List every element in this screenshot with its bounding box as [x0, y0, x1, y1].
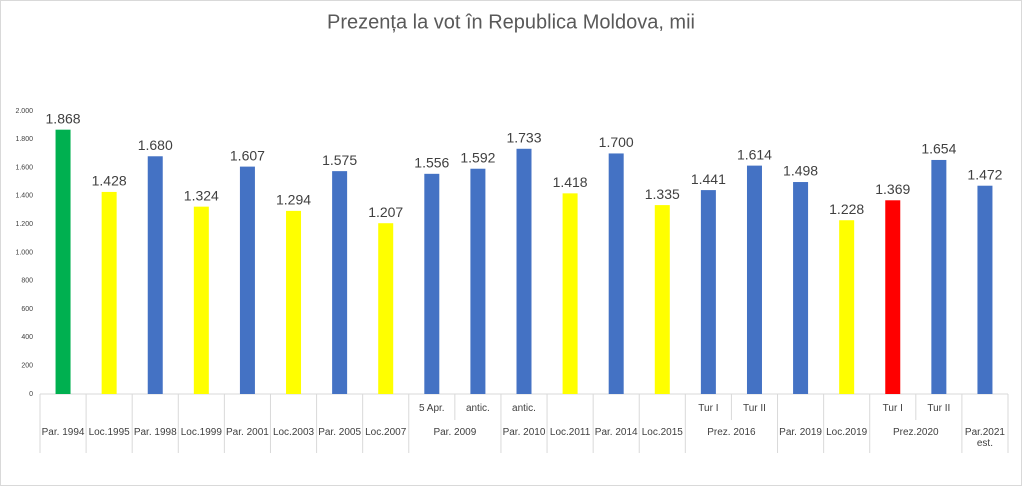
bar: [239, 166, 255, 394]
bar: [101, 191, 117, 394]
x-sublabel: Tur II: [927, 403, 951, 414]
x-group-label: Prez.2020: [893, 427, 939, 438]
value-label: 1.228: [829, 201, 864, 217]
value-label: 1.207: [368, 204, 403, 220]
bar: [839, 220, 855, 394]
bar: [931, 159, 947, 394]
value-label: 1.324: [184, 187, 219, 203]
chart-title: Prezența la vot în Republica Moldova, mi…: [327, 11, 695, 33]
x-group-label: Par. 2014: [594, 427, 638, 438]
value-label: 1.733: [506, 129, 541, 145]
bar: [286, 210, 302, 394]
x-group-label: Loc.2015: [641, 427, 683, 438]
bar: [700, 190, 716, 394]
value-label: 1.418: [553, 174, 588, 190]
x-sublabel: antic.: [512, 403, 536, 414]
x-group-label: Loc.2003: [272, 427, 315, 438]
bar: [424, 173, 440, 394]
y-tick-label: 800: [21, 278, 33, 285]
y-tick-label: 1.400: [15, 193, 33, 200]
value-label: 1.428: [92, 173, 127, 189]
x-group-label: Par. 1998: [133, 427, 177, 438]
y-tick-label: 2.000: [15, 108, 33, 115]
bar: [516, 148, 532, 394]
bar: [793, 182, 809, 394]
x-group-label: Par.2021 est.: [964, 427, 1005, 449]
x-group-label: Par. 2009: [433, 427, 477, 438]
y-tick-label: 1.800: [15, 136, 33, 143]
value-label: 1.498: [783, 163, 818, 179]
bar: [332, 171, 348, 394]
x-group-label: Loc.1999: [180, 427, 222, 438]
bar: [55, 129, 71, 395]
x-sublabel: antic.: [465, 403, 490, 414]
value-label: 1.575: [322, 152, 357, 168]
x-group-label: Par. 2019: [779, 427, 822, 438]
x-group-label: Par. 1994: [41, 427, 85, 438]
x-group-label: Loc.2019: [826, 427, 868, 438]
value-label: 1.592: [460, 149, 495, 165]
bar: [470, 168, 486, 394]
bar: [746, 165, 762, 394]
y-tick-label: 0: [29, 391, 33, 398]
bar: [147, 156, 163, 394]
value-label: 1.369: [875, 181, 910, 197]
bar: [562, 193, 578, 394]
y-tick-label: 1.600: [15, 164, 33, 171]
x-sublabel: Tur I: [698, 403, 719, 414]
value-label: 1.614: [737, 146, 772, 162]
x-sublabel: 5 Apr.: [419, 403, 445, 414]
y-tick-label: 1.200: [15, 221, 33, 228]
value-label: 1.680: [138, 137, 173, 153]
value-label: 1.335: [645, 186, 680, 202]
value-label: 1.868: [46, 110, 81, 126]
bar: [977, 185, 993, 394]
y-tick-label: 1.000: [15, 249, 33, 256]
bar: [193, 206, 209, 394]
x-group-label: Prez. 2016: [707, 427, 756, 438]
value-label: 1.654: [921, 141, 956, 157]
x-sublabel: Tur I: [882, 403, 903, 414]
x-group-label: Loc.2007: [365, 427, 407, 438]
bar: [654, 205, 670, 394]
y-tick-label: 600: [21, 306, 33, 313]
x-group-label: Loc.2011: [549, 427, 591, 438]
value-label: 1.441: [691, 171, 726, 187]
value-label: 1.700: [599, 134, 634, 150]
value-label: 1.472: [967, 166, 1002, 182]
x-group-label: Par. 2001: [226, 427, 269, 438]
x-group-label: Loc.1995: [88, 427, 130, 438]
y-tick-label: 400: [21, 334, 33, 341]
x-group-label: Par. 2005: [318, 427, 362, 438]
bar: [378, 223, 394, 394]
value-label: 1.556: [414, 155, 449, 171]
bar: [885, 200, 901, 394]
bar: [608, 153, 624, 394]
value-label: 1.294: [276, 192, 311, 208]
x-group-label: Par. 2010: [502, 427, 546, 438]
x-sublabel: Tur II: [742, 403, 766, 414]
value-label: 1.607: [230, 147, 265, 163]
y-tick-label: 200: [21, 363, 33, 370]
